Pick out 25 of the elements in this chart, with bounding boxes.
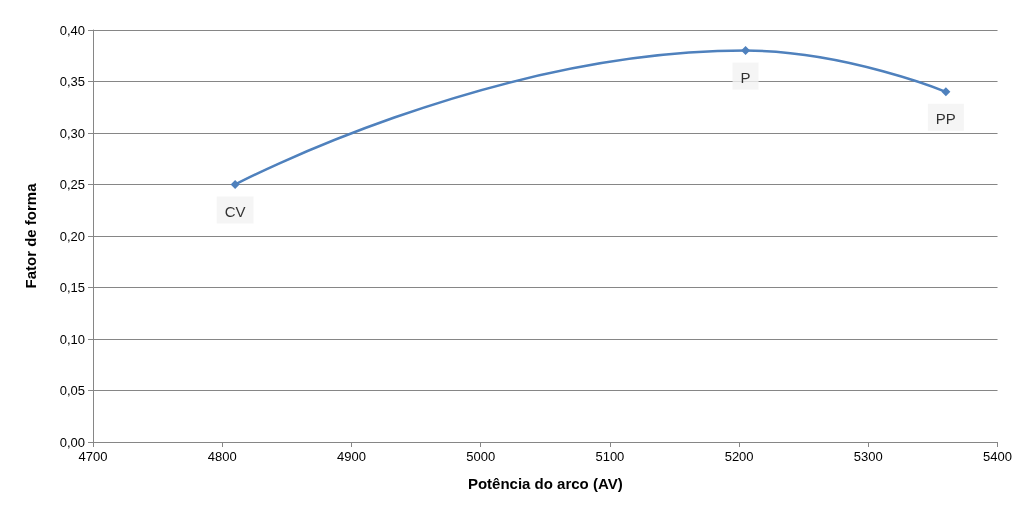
- x-tick-label: 4900: [336, 449, 366, 464]
- x-axis-title: Potência do arco (AV): [467, 475, 623, 492]
- y-axis-title: Fator de forma: [22, 182, 39, 289]
- annotation: P: [740, 68, 751, 86]
- y-tick-label: 0,40: [59, 22, 85, 38]
- y-tick-label: 0,05: [59, 383, 85, 398]
- x-tick-label: 4700: [78, 449, 108, 464]
- point: [230, 180, 240, 189]
- x-tick-label: 4800: [207, 449, 237, 464]
- x-tick-label: 5100: [595, 449, 625, 464]
- y-tick-label: 0,10: [59, 331, 85, 347]
- x-tick-label: 5300: [853, 449, 883, 464]
- x-tick-label: 5000: [466, 449, 496, 464]
- y-tick-label: 0,25: [59, 177, 85, 192]
- point: [741, 46, 751, 56]
- y-tick-label: 0,20: [59, 228, 85, 244]
- y-tick-label: 0,35: [59, 74, 85, 89]
- y-tick-label: 0,00: [59, 434, 85, 450]
- y-tick-label: 0,15: [59, 280, 85, 295]
- point: [941, 87, 951, 97]
- x-tick-label: 5200: [724, 449, 754, 464]
- annotation: CV: [224, 202, 246, 220]
- y-tick-label: 0,30: [59, 125, 85, 141]
- x-tick-label: 5400: [983, 449, 1012, 464]
- annotation: PP: [935, 109, 956, 127]
